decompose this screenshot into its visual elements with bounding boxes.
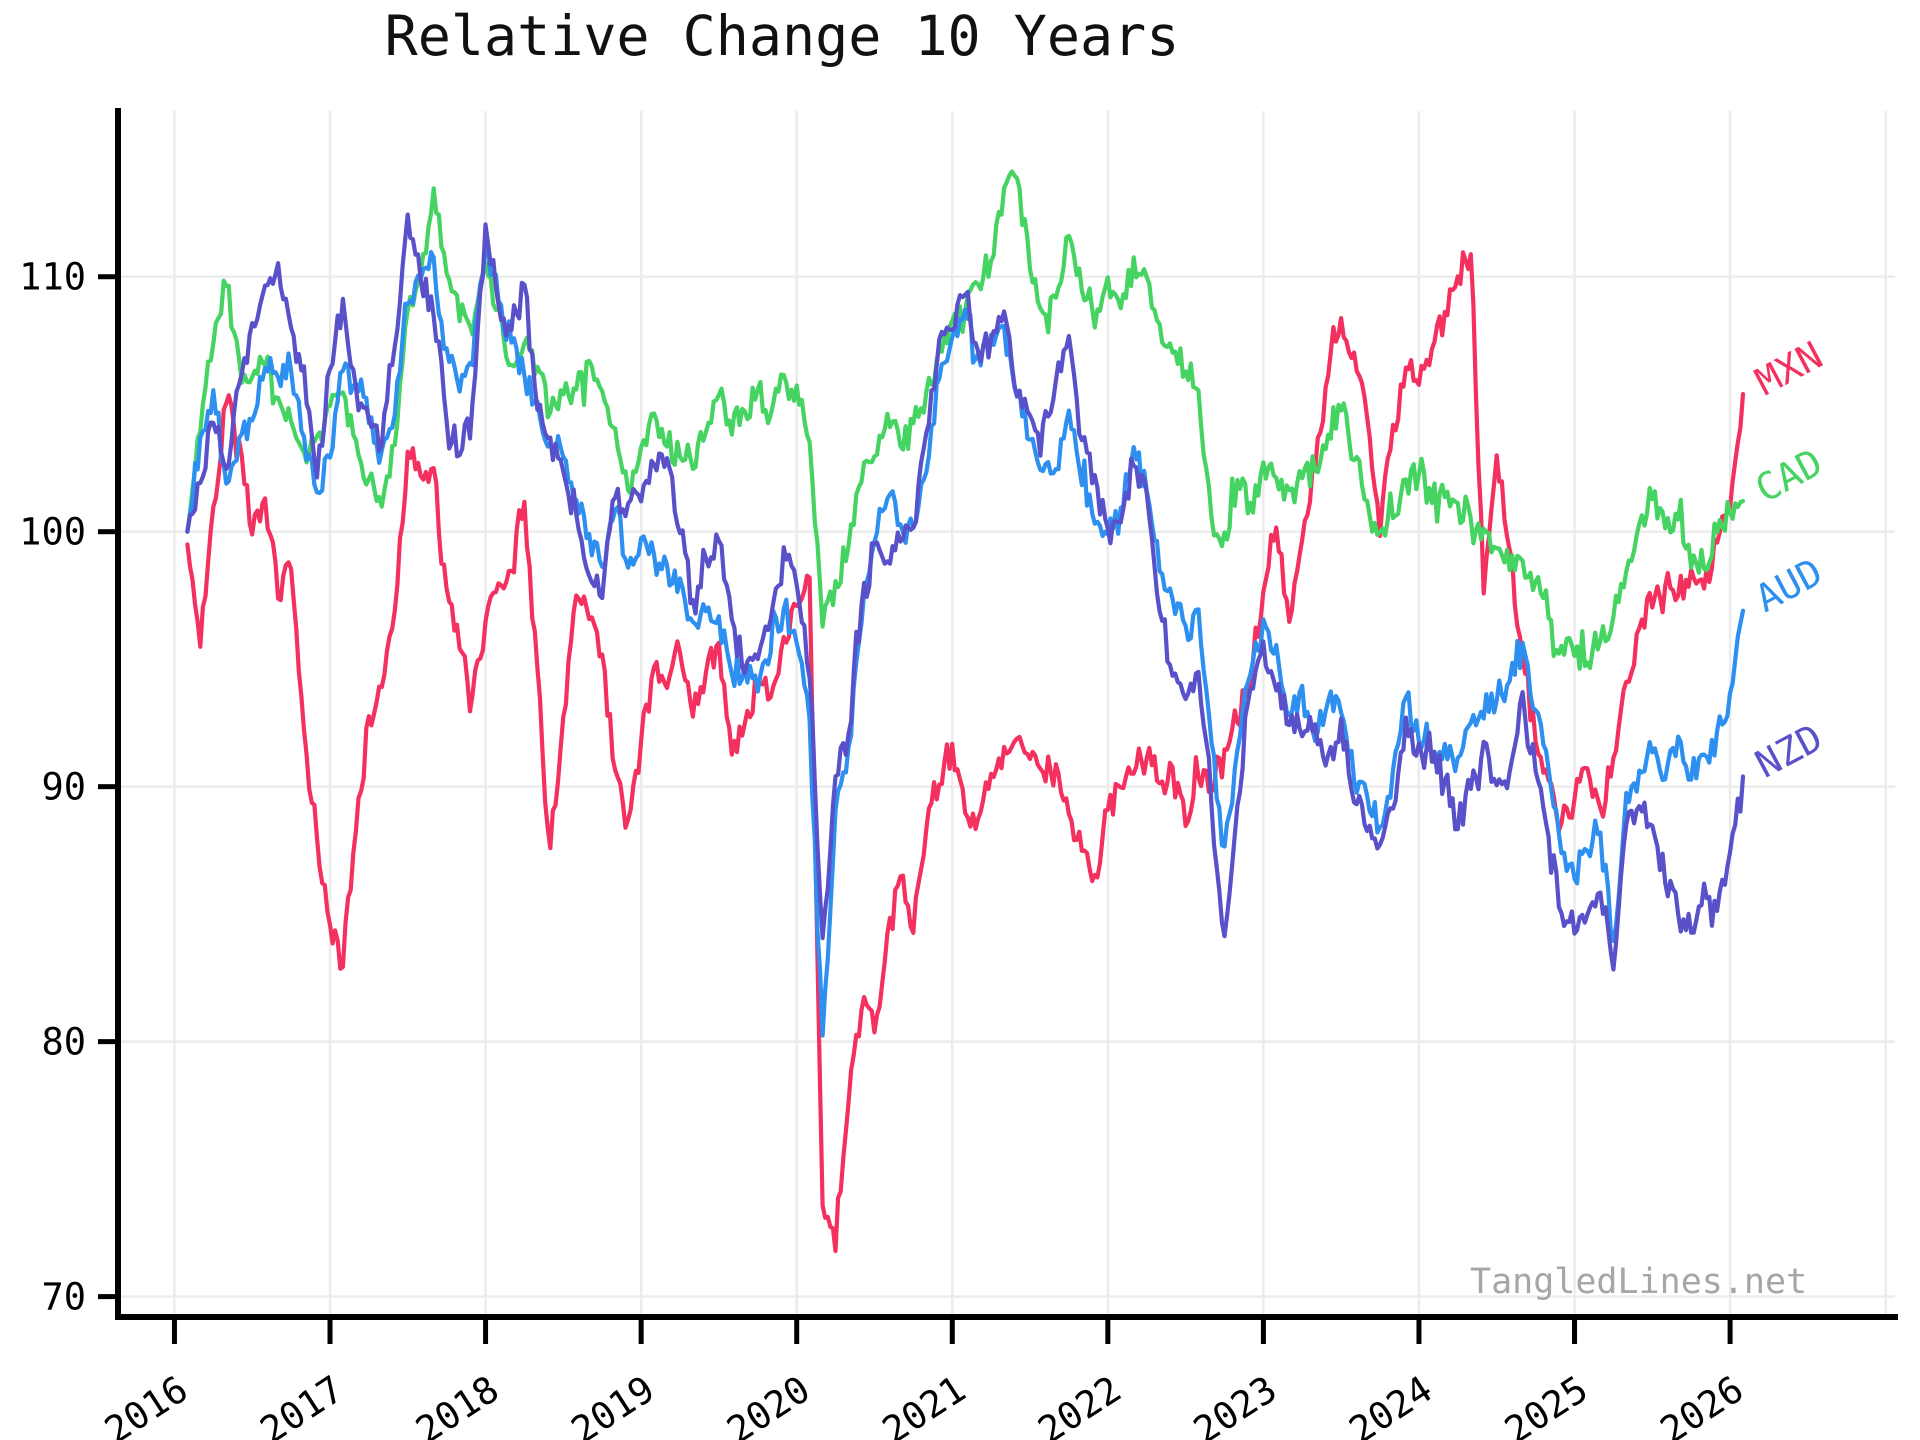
x-axis-tick-label: 2022: [1031, 1367, 1129, 1440]
x-axis-tick-label: 2019: [564, 1367, 662, 1440]
y-axis-tick-label: 100: [19, 511, 86, 554]
x-axis-tick-label: 2017: [253, 1367, 351, 1440]
x-axis-tick-label: 2023: [1186, 1367, 1284, 1440]
y-axis-tick: [98, 1039, 115, 1045]
y-axis-tick-label: 80: [41, 1021, 86, 1064]
legend-label-aud: AUD: [1748, 550, 1829, 621]
x-axis-tick: [1260, 1320, 1266, 1344]
series-line-nzd: [185, 212, 1746, 972]
x-axis-tick: [327, 1320, 333, 1344]
watermark: TangledLines.net: [1470, 1262, 1808, 1302]
x-axis-tick: [171, 1320, 177, 1344]
x-axis-tick-label: 2025: [1497, 1367, 1595, 1440]
x-axis-tick-label: 2016: [97, 1367, 195, 1440]
x-axis-tick: [1416, 1320, 1422, 1344]
x-axis-tick: [1572, 1320, 1578, 1344]
series-line-mxn: [185, 250, 1746, 1254]
y-axis-spine: [115, 108, 121, 1320]
y-axis-tick-label: 90: [41, 766, 86, 809]
x-axis-tick-label: 2020: [719, 1367, 817, 1440]
legend-label-mxn: MXN: [1748, 333, 1829, 404]
y-axis-tick: [98, 1294, 115, 1300]
y-axis-tick-label: 110: [19, 256, 86, 299]
x-axis-tick: [949, 1320, 955, 1344]
series-line-aud: [185, 234, 1746, 1038]
x-axis-tick-label: 2021: [875, 1367, 973, 1440]
legend-label-cad: CAD: [1748, 440, 1829, 511]
x-axis-tick: [794, 1320, 800, 1344]
y-axis-tick: [98, 274, 115, 280]
x-axis-tick: [638, 1320, 644, 1344]
x-axis-tick: [483, 1320, 489, 1344]
y-axis-tick: [98, 784, 115, 790]
x-axis-spine: [115, 1314, 1898, 1320]
x-axis-tick: [1727, 1320, 1733, 1344]
legend-label-nzd: NZD: [1748, 715, 1829, 786]
x-axis-tick-label: 2024: [1342, 1367, 1440, 1440]
y-axis-tick: [98, 529, 115, 535]
series-line-cad: [185, 169, 1746, 671]
x-axis-tick-label: 2026: [1653, 1367, 1751, 1440]
x-axis-tick-label: 2018: [408, 1367, 506, 1440]
y-axis-tick-label: 70: [41, 1276, 86, 1319]
x-axis-tick: [1105, 1320, 1111, 1344]
chart-title: Relative Change 10 Years: [384, 4, 1180, 68]
